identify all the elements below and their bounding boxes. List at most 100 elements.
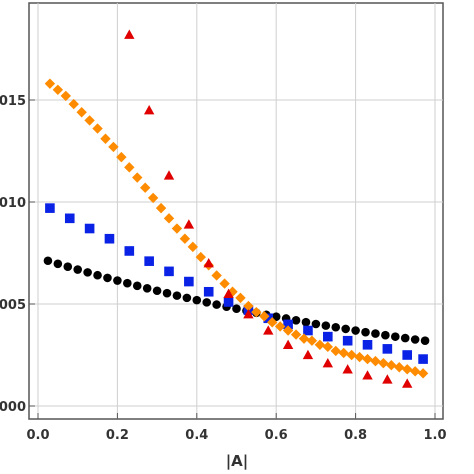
- x-tick-label: 0.2: [106, 428, 129, 443]
- square-marker: [184, 276, 194, 287]
- diamond-marker: [338, 347, 349, 359]
- diamond-marker: [84, 115, 95, 126]
- triangle-marker: [183, 219, 195, 229]
- diamond-marker: [402, 364, 413, 375]
- square-marker: [84, 223, 95, 234]
- triangle-marker: [124, 29, 135, 39]
- y-tick-labels: 000 005 010 015: [0, 94, 26, 415]
- circle-marker: [331, 322, 341, 332]
- diamond-marker: [187, 241, 199, 253]
- series-square-points: [45, 203, 428, 364]
- diamond-marker: [362, 353, 373, 365]
- diamond-marker: [139, 182, 151, 193]
- diamond-marker: [370, 355, 381, 367]
- diamond-marker: [179, 233, 191, 244]
- circle-marker: [142, 283, 152, 293]
- diamond-marker: [306, 335, 318, 346]
- diamond-marker: [52, 84, 64, 95]
- circle-marker: [351, 326, 360, 335]
- circle-marker: [53, 259, 63, 269]
- diamond-marker: [346, 349, 357, 361]
- diamond-marker: [76, 107, 87, 118]
- diamond-marker: [235, 292, 246, 304]
- circle-marker: [321, 321, 331, 330]
- diamond-marker: [314, 339, 326, 350]
- series-triangle-points: [124, 29, 413, 388]
- triangle-marker: [362, 370, 373, 380]
- square-marker: [124, 246, 135, 256]
- diamond-marker: [417, 368, 429, 379]
- diamond-marker: [259, 311, 270, 322]
- circle-marker: [83, 268, 92, 277]
- diamond-marker: [267, 317, 278, 328]
- diamond-marker: [195, 251, 206, 263]
- circle-marker: [271, 312, 281, 321]
- x-tick-label: 1.0: [423, 428, 446, 443]
- circle-marker: [123, 278, 132, 288]
- x-tick-label: 0.0: [26, 428, 49, 443]
- diamond-marker: [290, 329, 302, 340]
- circle-marker: [182, 293, 192, 303]
- diamond-marker: [409, 366, 421, 377]
- circle-marker: [202, 298, 212, 307]
- diamond-marker: [68, 98, 79, 110]
- diamond-marker: [171, 223, 183, 234]
- circle-marker: [152, 286, 162, 296]
- diamond-marker: [394, 362, 405, 373]
- circle-marker: [93, 270, 102, 280]
- diamond-marker: [147, 192, 159, 204]
- circle-marker: [43, 256, 53, 266]
- circle-marker: [371, 329, 380, 338]
- square-marker: [402, 350, 413, 360]
- diamond-marker: [108, 141, 119, 153]
- diamond-marker: [211, 270, 222, 281]
- diamond-marker: [282, 325, 294, 336]
- x-axis-label: |A|: [226, 452, 249, 471]
- y-tick-label: 000: [0, 400, 26, 415]
- circle-marker: [232, 304, 241, 313]
- diamond-marker: [243, 300, 254, 312]
- circle-marker: [301, 317, 311, 327]
- square-marker: [104, 233, 115, 244]
- diamond-marker: [298, 333, 310, 344]
- square-marker: [362, 340, 373, 350]
- triangle-marker: [402, 378, 413, 388]
- diamond-marker: [100, 133, 111, 144]
- triangle-marker: [302, 349, 314, 360]
- plot-frame: [28, 2, 444, 420]
- diamond-marker: [132, 172, 143, 183]
- triangle-marker: [223, 288, 234, 298]
- diamond-marker: [378, 357, 389, 369]
- data-points: [43, 29, 430, 388]
- diamond-marker: [251, 306, 262, 318]
- circle-marker: [291, 316, 301, 325]
- diamond-marker: [219, 278, 230, 289]
- square-marker: [263, 313, 274, 324]
- diamond-marker: [124, 162, 135, 173]
- circle-marker: [420, 336, 430, 346]
- circle-marker: [381, 330, 390, 340]
- square-marker: [342, 335, 353, 346]
- x-tick-label: 0.6: [265, 428, 288, 443]
- square-marker: [45, 203, 55, 213]
- triangle-marker: [263, 325, 274, 335]
- circle-marker: [341, 324, 350, 334]
- circle-marker: [410, 335, 420, 344]
- square-marker: [223, 297, 234, 307]
- grid-lines: [29, 3, 443, 419]
- triangle-marker: [382, 374, 393, 384]
- y-tick-label: 010: [0, 196, 26, 211]
- circle-marker: [162, 288, 172, 298]
- triangle-marker: [163, 170, 175, 180]
- diamond-marker: [330, 345, 341, 357]
- x-tick-labels: 0.0 0.2 0.4 0.6 0.8 1.0: [26, 428, 446, 443]
- circle-marker: [400, 333, 410, 343]
- y-tick-label: 005: [0, 298, 26, 313]
- circle-marker: [311, 319, 321, 329]
- diamond-marker: [92, 123, 103, 134]
- diamond-marker: [274, 321, 286, 332]
- triangle-marker: [243, 309, 254, 319]
- square-marker: [382, 344, 393, 354]
- circle-marker: [361, 327, 370, 337]
